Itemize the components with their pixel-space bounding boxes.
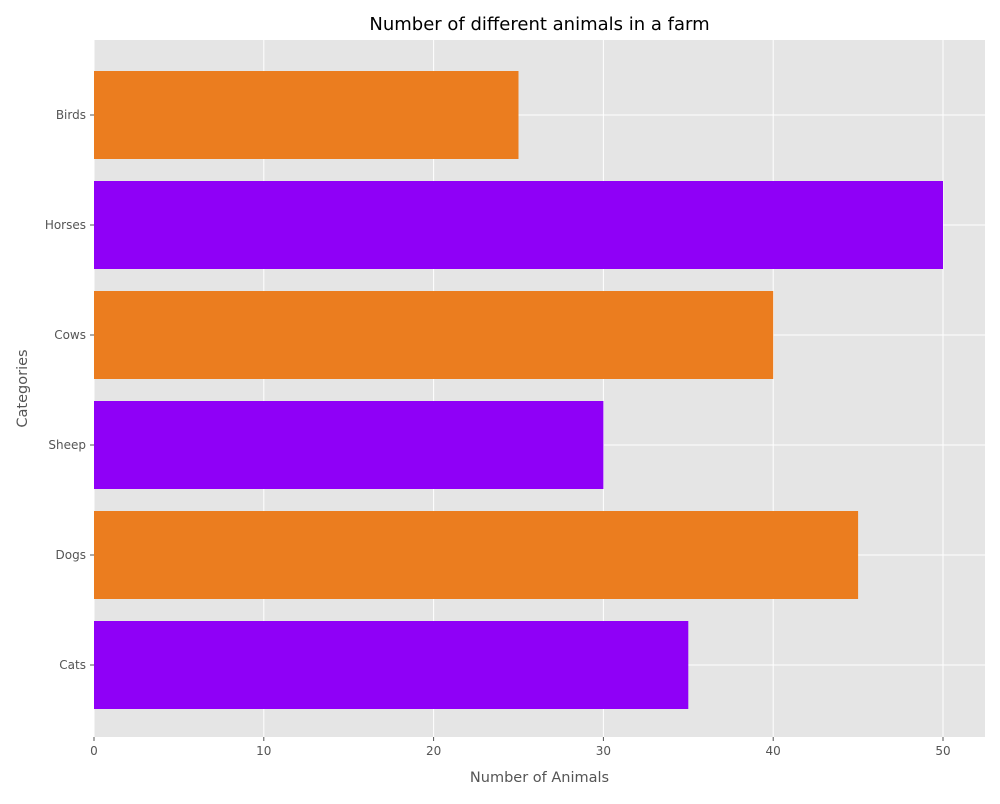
x-axis-label: Number of Animals [470,770,609,786]
x-tick-label: 50 [935,744,950,758]
bar-sheep [94,401,604,489]
y-tick-label: Sheep [48,438,86,452]
y-tick-label: Cows [54,328,86,342]
bar-cows [94,291,774,379]
bar-dogs [94,511,859,599]
bar-cats [94,621,689,709]
x-axis-ticks: 0 10 20 30 40 50 [90,737,951,758]
y-axis-label: Categories [15,349,31,427]
y-tick-label: Birds [56,108,86,122]
bars [94,71,943,709]
x-tick-label: 0 [90,744,98,758]
bar-birds [94,71,519,159]
y-tick-label: Horses [45,218,86,232]
x-tick-label: 20 [426,744,441,758]
x-tick-label: 10 [256,744,271,758]
x-tick-label: 40 [766,744,781,758]
y-axis-ticks: Cats Dogs Sheep Cows Horses Birds [45,108,94,672]
y-tick-label: Dogs [56,548,86,562]
x-tick-label: 30 [596,744,611,758]
chart-title: Number of different animals in a farm [369,14,709,35]
bar-horses [94,181,943,269]
y-tick-label: Cats [59,658,86,672]
